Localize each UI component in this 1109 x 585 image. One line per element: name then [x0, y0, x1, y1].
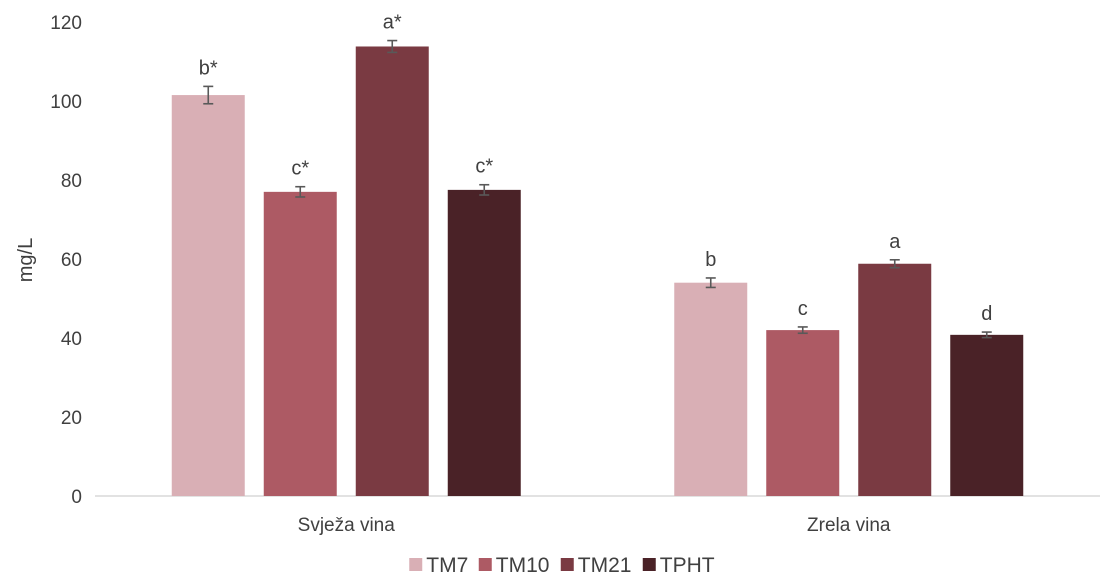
category-labels: Svježa vina Zrela vina	[298, 515, 891, 536]
error-bar	[797, 326, 808, 335]
legend-item: TPHT	[642, 554, 715, 577]
significance-label: c	[798, 298, 808, 320]
y-tick-label: 60	[61, 250, 82, 271]
significance-label: a*	[383, 12, 402, 34]
legend-item: TM21	[560, 554, 632, 577]
significance-label: a	[889, 231, 901, 253]
y-tick-label: 0	[71, 487, 82, 508]
error-bar	[705, 277, 716, 289]
error-bar	[981, 331, 992, 339]
legend-label: TM21	[578, 554, 632, 577]
bar	[171, 95, 245, 496]
legend-swatch	[560, 558, 574, 571]
legend-label: TM10	[496, 554, 550, 577]
y-axis-ticks: 0 20 40 60 80 100 120	[50, 13, 82, 508]
bar	[858, 263, 932, 496]
bar	[355, 46, 429, 497]
bar	[766, 330, 840, 496]
significance-label: d	[981, 303, 992, 325]
category-label: Svježa vina	[298, 515, 396, 536]
y-tick-label: 120	[50, 13, 82, 34]
significance-label: c*	[475, 156, 493, 178]
legend-label: TM7	[426, 554, 468, 577]
legend-item: TM10	[478, 554, 550, 577]
y-tick-label: 40	[61, 329, 82, 350]
category-label: Zrela vina	[807, 515, 891, 536]
significance-label: b*	[199, 57, 218, 79]
error-bar	[387, 39, 398, 54]
y-tick-label: 100	[50, 92, 82, 113]
bar	[263, 191, 337, 496]
legend-swatch	[478, 558, 492, 571]
significance-label: c*	[291, 158, 309, 180]
y-tick-label: 20	[61, 408, 82, 429]
error-bar	[889, 258, 900, 269]
legend-item: TM7	[409, 554, 468, 577]
bars-group: b* c* a* c* b c a d	[171, 12, 1024, 497]
bar	[447, 189, 521, 496]
legend-swatch	[409, 558, 423, 571]
bar	[674, 282, 748, 496]
significance-label: b	[705, 249, 716, 271]
legend-swatch	[642, 558, 656, 571]
error-bar	[203, 85, 214, 105]
legend-label: TPHT	[660, 554, 715, 577]
y-tick-label: 80	[61, 171, 82, 192]
legend: TM7 TM10 TM21 TPHT	[409, 554, 715, 577]
error-bar	[295, 185, 306, 198]
bar	[950, 334, 1024, 496]
y-axis-label: mg/L	[15, 238, 37, 282]
error-bar	[479, 183, 490, 196]
